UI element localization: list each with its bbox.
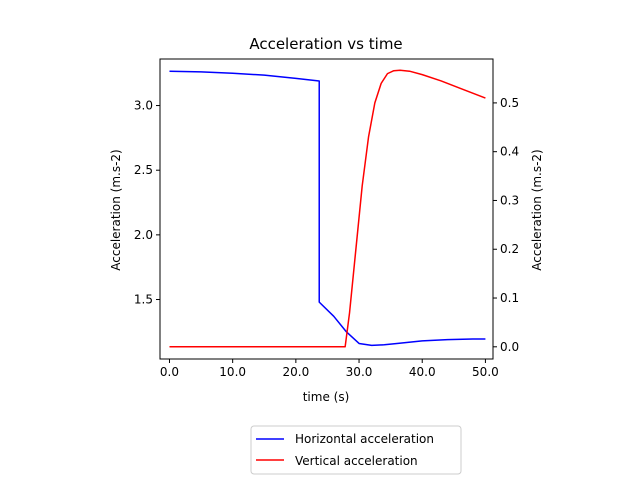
y-right-tick-label: 0.0 [500,340,519,354]
chart-title: Acceleration vs time [249,35,402,53]
x-tick-label: 50.0 [472,365,499,379]
x-tick-label: 10.0 [219,365,246,379]
y-right-tick-label: 0.5 [500,96,519,110]
x-axis-label: time (s) [303,390,350,404]
y-right-tick-label: 0.4 [500,145,519,159]
legend-box [250,425,462,475]
y-left-tick-label: 3.0 [134,99,153,113]
legend: Horizontal acceleration Vertical acceler… [250,425,462,475]
axes-layer: 0.0 10.0 20.0 30.0 40.0 50.0 1.5 2.0 2.5 3.0 0.0 0.… [134,58,519,379]
y-right-tick-label: 0.3 [500,193,519,207]
x-tick-label: 40.0 [409,365,436,379]
legend-label-vertical: Vertical acceleration [295,454,418,468]
y-left-tick-label: 2.0 [134,228,153,242]
series-layer [169,69,486,348]
x-tick-label: 0.0 [160,365,179,379]
x-tick-label: 20.0 [282,365,309,379]
y-axis-label-left: Acceleration (m.s-2) [109,149,123,270]
y-right-tick-label: 0.2 [500,242,519,256]
y-left-tick-label: 2.5 [134,163,153,177]
y-right-tick-label: 0.1 [500,291,519,305]
x-tick-label: 30.0 [346,365,373,379]
series-line-vertical [169,69,486,348]
y-axis-label-right: Acceleration (m.s-2) [530,149,544,270]
plot-frame [159,58,494,360]
series-line-horizontal [169,70,486,347]
y-left-tick-label: 1.5 [134,293,153,307]
legend-label-horizontal: Horizontal acceleration [295,432,434,446]
